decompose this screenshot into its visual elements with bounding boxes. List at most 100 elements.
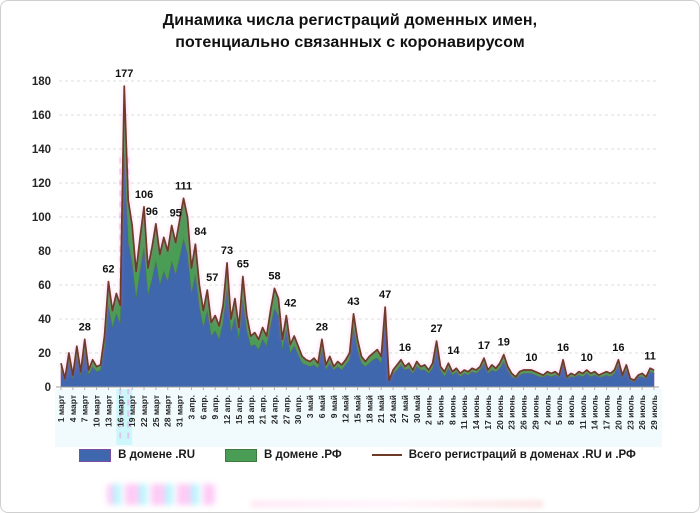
legend-item-rf: В домене .РФ <box>225 448 342 462</box>
axis-band-tint <box>55 389 662 447</box>
data-label: 14 <box>447 345 460 357</box>
x-tick-label: 13 март <box>103 395 113 427</box>
x-tick-label: 24 май <box>388 395 398 423</box>
x-tick-label: 6 апр. <box>198 395 208 420</box>
x-tick-label: 12 май <box>341 395 351 423</box>
legend-item-total: Всего регистраций в доменах .RU и .РФ <box>371 449 636 461</box>
data-label: 95 <box>170 208 182 220</box>
data-label: 58 <box>268 270 280 282</box>
x-tick-label: 18 апр. <box>246 395 256 424</box>
y-tick-label: 0 <box>45 382 51 394</box>
legend-swatch-rf <box>225 448 258 462</box>
x-tick-label: 27 апр. <box>281 395 291 424</box>
x-tick-label: 8 июнь <box>447 395 457 425</box>
data-label: 42 <box>284 298 296 310</box>
x-tick-label: 1 март <box>56 395 66 422</box>
y-tick-label: 40 <box>38 314 51 326</box>
data-label: 16 <box>399 342 411 354</box>
x-tick-label: 10 март <box>92 395 102 427</box>
x-tick-label: 14 июль <box>590 395 600 430</box>
x-tick-label: 21 май <box>376 395 386 423</box>
y-tick-label: 140 <box>32 144 51 156</box>
legend-label-rf: В домене .РФ <box>264 449 342 461</box>
data-label: 96 <box>146 206 158 218</box>
y-tick-label: 80 <box>38 246 51 258</box>
x-tick-label: 25 март <box>151 395 161 427</box>
data-label: 27 <box>430 323 442 335</box>
legend-swatch-total <box>371 454 402 456</box>
x-tick-label: 22 март <box>139 395 149 427</box>
x-tick-label: 17 июнь <box>483 395 493 430</box>
chart-title: Динамика числа регистраций доменных имен… <box>1 10 699 55</box>
x-tick-label: 31 март <box>175 395 185 427</box>
x-tick-label: 9 апр. <box>210 395 220 420</box>
x-tick-label: 2 июль <box>542 395 552 425</box>
data-label: 47 <box>379 289 391 301</box>
data-label: 57 <box>206 272 218 284</box>
data-label: 28 <box>79 321 91 333</box>
x-tick-label: 26 июль <box>637 395 647 430</box>
total-line <box>60 85 655 382</box>
y-tick-label: 160 <box>32 110 51 122</box>
data-label: 19 <box>498 337 510 349</box>
data-label: 177 <box>115 68 133 80</box>
cyan-artifact <box>116 389 133 445</box>
x-tick-label: 20 июнь <box>495 395 505 430</box>
x-tick-label: 9 май <box>329 395 339 418</box>
x-tick-label: 23 июль <box>625 395 635 430</box>
x-tick-label: 18 май <box>364 395 374 423</box>
data-label: 84 <box>194 226 207 238</box>
x-tick-label: 7 март <box>80 395 90 422</box>
data-label: 65 <box>237 259 249 271</box>
chart-legend: В домене .RU В домене .РФ Всего регистра… <box>56 445 659 465</box>
data-label: 28 <box>316 321 328 333</box>
x-tick-label: 20 июль <box>613 395 623 430</box>
data-label: 16 <box>612 342 624 354</box>
legend-label-total: Всего регистраций в доменах .RU и .РФ <box>408 449 636 461</box>
x-tick-label: 29 июль <box>649 395 659 430</box>
x-tick-label: 15 май <box>353 395 363 423</box>
x-tick-label: 11 июль <box>578 395 588 429</box>
data-label: 73 <box>221 245 233 257</box>
x-tick-label: 14 июнь <box>471 395 481 430</box>
legend-swatch-ru <box>79 448 112 462</box>
x-tick-label: 2 июнь <box>424 395 434 425</box>
x-tick-label: 4 март <box>68 395 78 422</box>
x-tick-label: 21 апр. <box>258 395 268 424</box>
x-tick-label: 3 май <box>305 395 315 418</box>
x-tick-label: 15 апр. <box>234 395 244 424</box>
x-tick-label: 24 апр. <box>269 395 279 424</box>
data-label: 17 <box>478 340 490 352</box>
data-label: 10 <box>581 352 593 364</box>
x-tick-label: 29 июнь <box>530 395 540 430</box>
y-tick-label: 20 <box>38 348 51 360</box>
data-label: 43 <box>347 296 359 308</box>
legend-item-ru: В домене .RU <box>79 448 196 462</box>
chart-title-line1: Динамика числа регистраций доменных имен… <box>162 12 538 29</box>
x-tick-label: 19 март <box>127 395 137 427</box>
x-tick-label: 16 март <box>115 395 125 427</box>
data-label: 106 <box>135 189 153 201</box>
x-tick-label: 12 апр. <box>222 395 232 424</box>
x-tick-label: 30 апр. <box>293 395 303 424</box>
x-tick-label: 26 июнь <box>519 395 529 430</box>
x-tick-label: 6 май <box>317 395 327 418</box>
chart-title-line2: потенциально связанных с коронавирусом <box>175 34 525 52</box>
x-tick-label: 8 июль <box>566 395 576 425</box>
data-label: 62 <box>102 264 114 276</box>
y-tick-label: 100 <box>32 212 51 224</box>
data-label: 111 <box>175 180 192 192</box>
x-tick-label: 5 июнь <box>436 395 446 425</box>
x-tick-label: 27 май <box>400 395 410 423</box>
x-tick-label: 3 апр. <box>186 395 196 420</box>
y-tick-label: 120 <box>32 178 51 190</box>
x-tick-label: 11 июнь <box>459 395 469 429</box>
x-tick-label: 17 июль <box>602 395 612 430</box>
x-tick-label: 28 март <box>163 395 173 427</box>
x-tick-label: 23 июнь <box>507 395 517 430</box>
x-tick-label: 30 май <box>412 395 422 423</box>
legend-label-ru: В домене .RU <box>118 449 196 461</box>
y-tick-label: 60 <box>38 280 51 292</box>
data-label: 11 <box>644 350 656 362</box>
